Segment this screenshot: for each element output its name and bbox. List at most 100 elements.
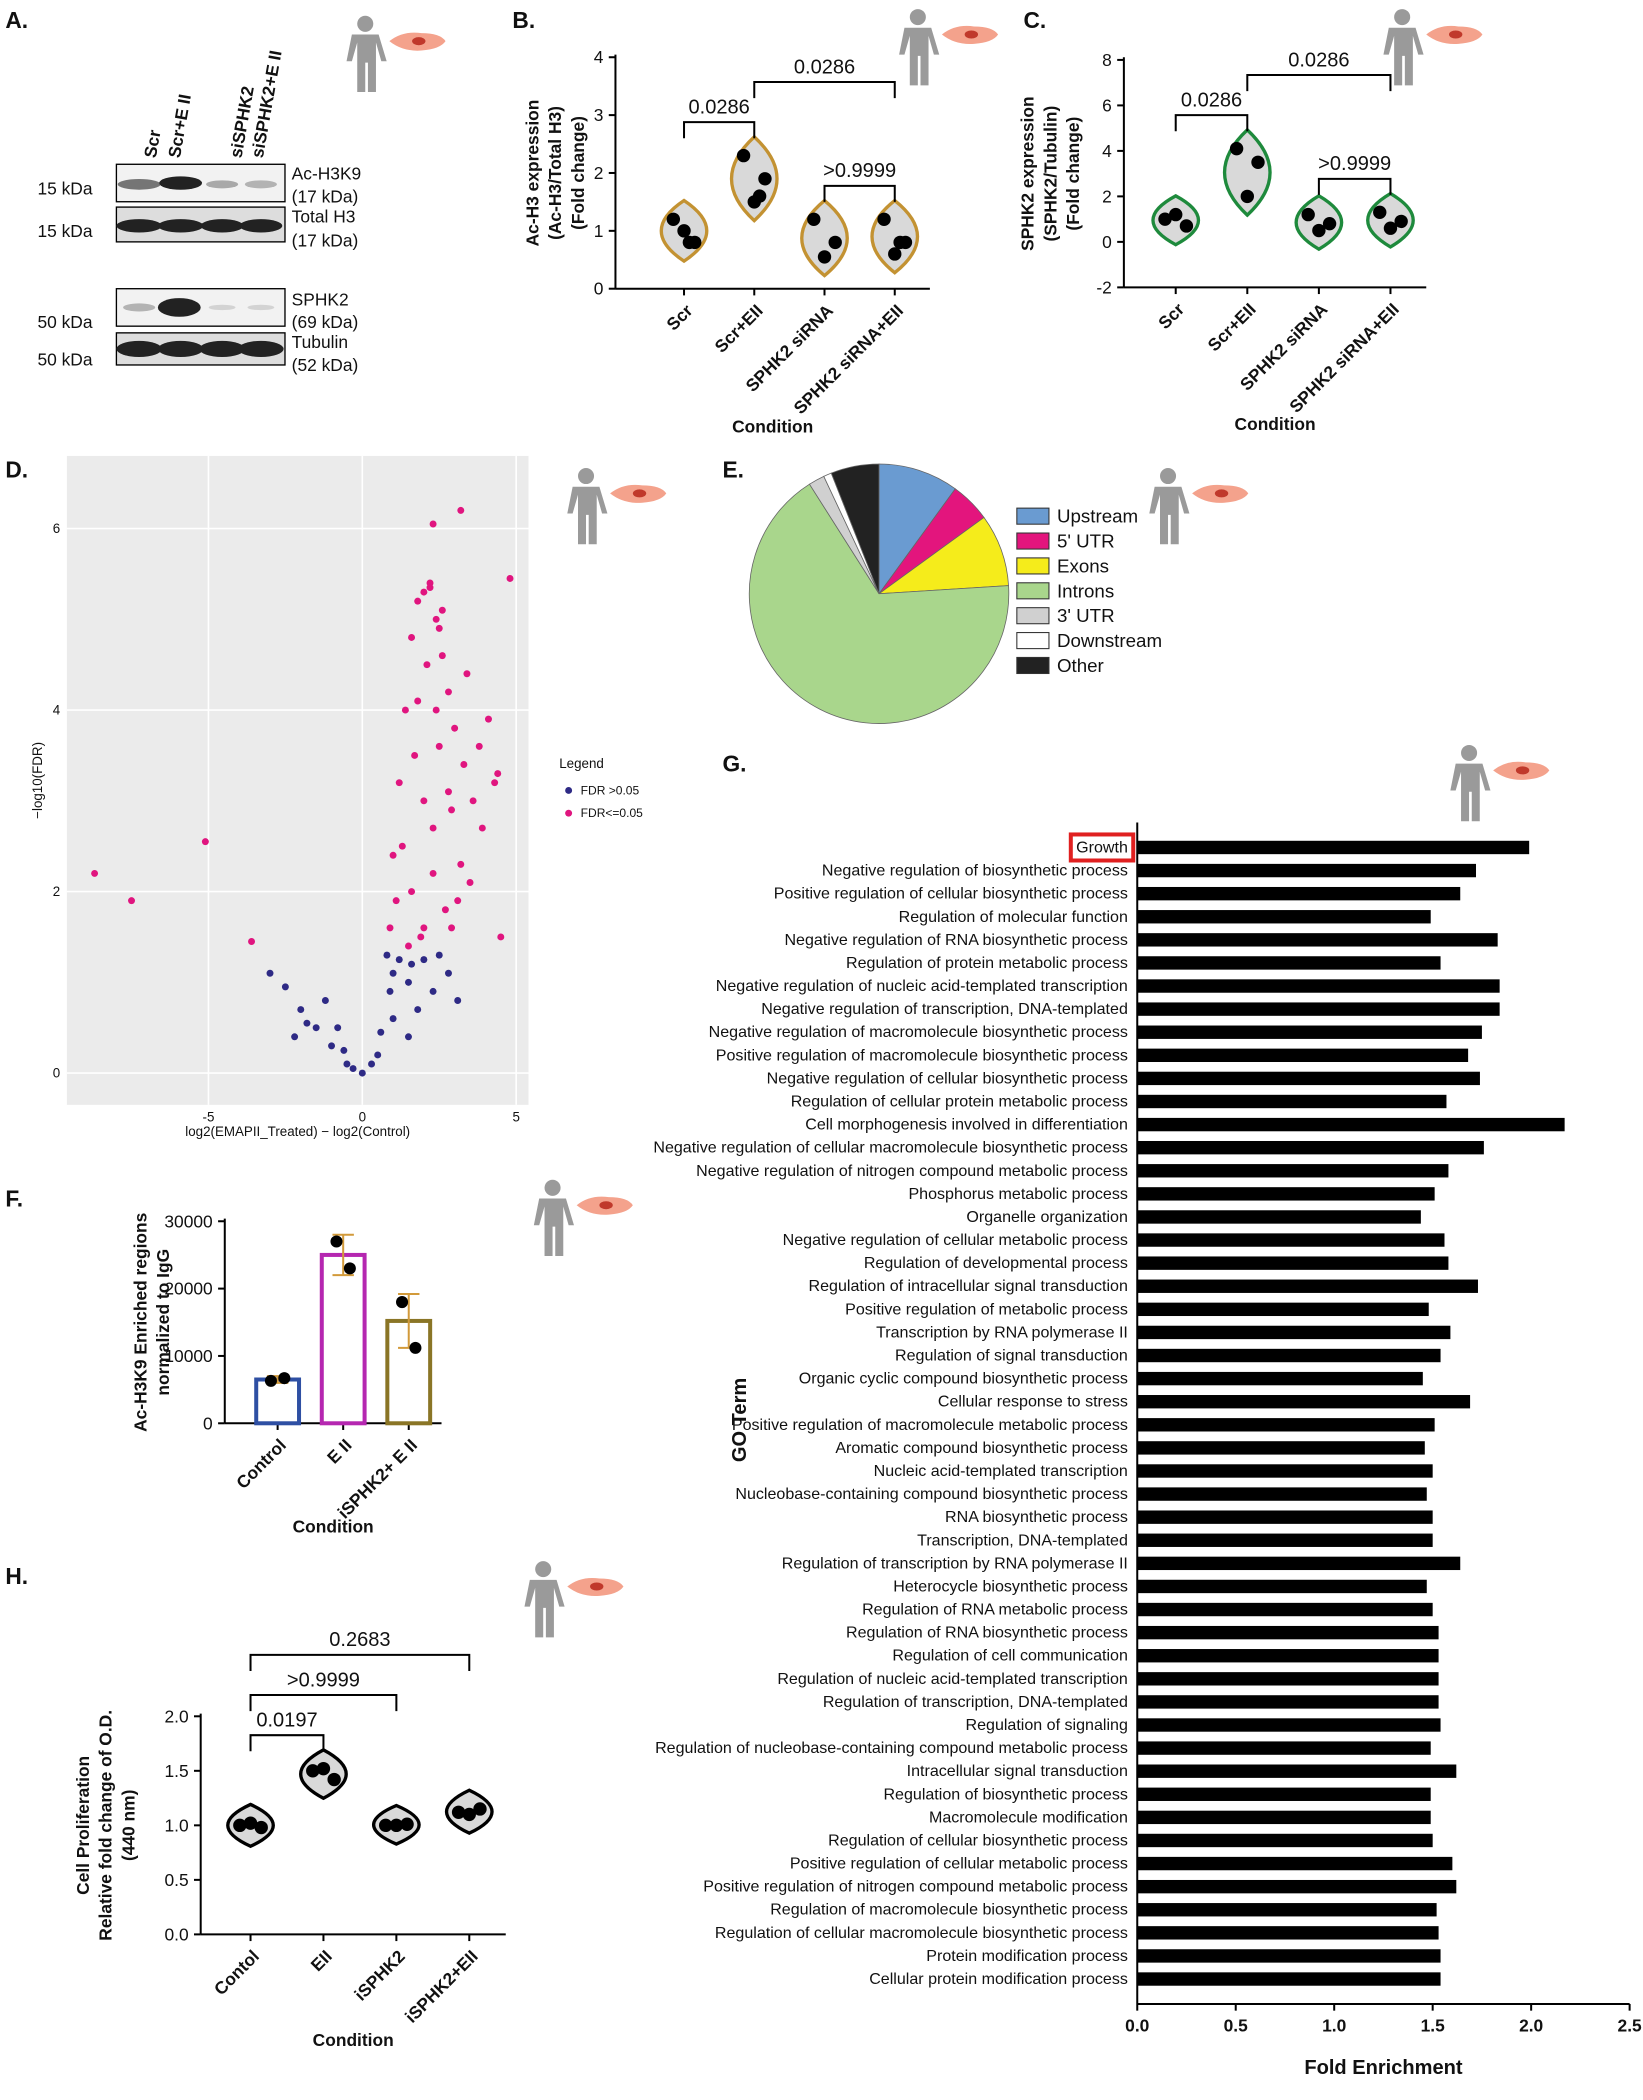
y-tick-label: 1 (594, 221, 604, 241)
panel-label: F. (5, 1186, 23, 1212)
bar (319, 1252, 367, 1426)
kda-marker: 50 kDa (37, 312, 92, 332)
data-point (1322, 216, 1337, 231)
y-tick-label: Transcription, DNA-templated (917, 1531, 1128, 1549)
y-tick-label: 8 (1102, 50, 1112, 70)
violin (800, 198, 849, 278)
data-point (243, 1816, 258, 1830)
x-axis-label: Fold Enrichment (1304, 2057, 1462, 2079)
data-point (374, 1051, 382, 1059)
legend-swatch (1016, 632, 1050, 650)
lane-label: Scr (140, 128, 165, 159)
bar (1137, 1787, 1431, 1801)
data-point (400, 1817, 414, 1831)
y-tick-label: 2 (594, 163, 604, 183)
data-point (429, 869, 437, 877)
data-point (469, 797, 477, 805)
x-tick-label: 0 (359, 1109, 366, 1124)
bar (1137, 979, 1500, 993)
data-point (233, 1818, 247, 1833)
bar (1137, 1094, 1447, 1109)
y-tick-label: 2 (53, 884, 60, 899)
y-tick-label: Organelle organization (966, 1208, 1127, 1226)
data-point (454, 997, 462, 1004)
data-point (1373, 205, 1387, 220)
y-tick-label: Phosphorus metabolic process (908, 1185, 1127, 1203)
significance-bracket (1246, 74, 1392, 92)
x-tick-label: Scr (662, 300, 696, 334)
bar (1137, 1279, 1478, 1293)
y-tick-label: Positive regulation of cellular metaboli… (790, 1855, 1128, 1873)
data-point (666, 212, 681, 226)
bar (1137, 1071, 1480, 1086)
y-tick-label: Nucleic acid-templated transcription (874, 1462, 1128, 1480)
bar (1137, 1718, 1441, 1732)
bar (1137, 1164, 1449, 1178)
data-point (378, 1818, 393, 1833)
p-value: >0.9999 (287, 1669, 360, 1691)
y-tick-label: Negative regulation of macromolecule bio… (709, 1023, 1128, 1041)
x-tick-label: Scr+EII (711, 300, 767, 356)
panel-label: H. (5, 1563, 28, 1589)
y-tick-label: 30000 (164, 1211, 212, 1231)
data-point (448, 806, 456, 814)
legend-label: Other (1057, 655, 1104, 676)
data-point (414, 1006, 422, 1014)
x-tick-label: EII (307, 1946, 336, 1975)
bar (1137, 1371, 1423, 1386)
legend-swatch (1016, 582, 1050, 600)
bar (1137, 840, 1530, 855)
p-value: >0.9999 (823, 160, 896, 182)
y-tick-label: Intracellular signal transduction (907, 1762, 1128, 1780)
data-point (1383, 221, 1398, 235)
pie-slice (878, 463, 956, 595)
data-point (91, 869, 99, 877)
y-axis-label: GO Term (729, 1378, 751, 1462)
y-tick-label: Negative regulation of transcription, DN… (761, 1000, 1128, 1018)
data-point (266, 969, 274, 977)
y-axis-label: (Fold change) (568, 116, 588, 230)
panel-label: E. (722, 456, 743, 482)
kda-marker: 15 kDa (37, 178, 92, 198)
data-point (1240, 189, 1254, 204)
data-point (888, 247, 902, 261)
data-point (445, 688, 452, 696)
bar (1137, 1117, 1565, 1132)
legend-label: Downstream (1057, 630, 1162, 651)
data-point (420, 797, 428, 805)
icon (899, 9, 999, 86)
p-value: 0.0197 (256, 1709, 317, 1731)
data-point (386, 924, 394, 932)
icon (533, 1179, 633, 1257)
bar (1137, 1025, 1482, 1039)
y-tick-label: Regulation of molecular function (899, 908, 1128, 926)
data-point (1301, 207, 1315, 222)
bar (1137, 1325, 1451, 1340)
error-bar (332, 1233, 354, 1277)
panel-label: B. (512, 7, 535, 33)
data-point (462, 1807, 476, 1822)
data-point (432, 706, 440, 714)
y-tick-label: 0 (203, 1413, 213, 1433)
pie-slice (748, 483, 1010, 724)
data-point (758, 172, 772, 186)
data-point (389, 851, 397, 859)
legend-swatch (1016, 656, 1050, 675)
data-point (408, 888, 416, 896)
data-point (254, 1820, 268, 1835)
data-point (454, 897, 462, 905)
data-point (893, 235, 907, 250)
y-tick-label: Positive regulation of metabolic process (845, 1300, 1128, 1318)
significance-bracket (1174, 114, 1249, 132)
icon (1450, 744, 1550, 822)
row-name: Total H3 (292, 206, 356, 226)
data-point (358, 1069, 366, 1077)
data-point (396, 1296, 409, 1309)
bar (1137, 1002, 1500, 1016)
legend-label: 5' UTR (1057, 531, 1115, 552)
y-tick-label: 4 (594, 47, 604, 67)
bar (1137, 1210, 1421, 1224)
data-point (343, 1060, 351, 1068)
data-point (445, 969, 452, 977)
p-value: >0.9999 (1318, 153, 1391, 175)
